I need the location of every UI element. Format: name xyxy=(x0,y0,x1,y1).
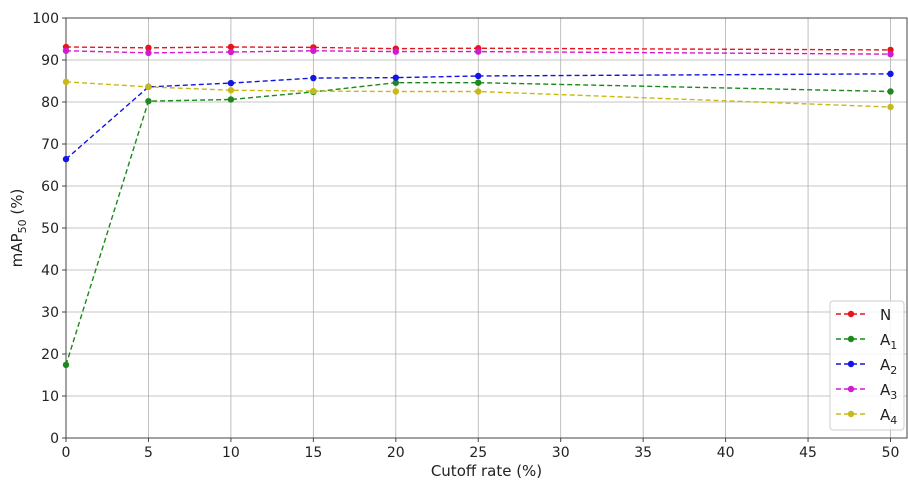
grid xyxy=(65,17,907,439)
legend-label: A2 xyxy=(880,356,897,377)
data-point xyxy=(887,50,894,58)
y-tick-label: 100 xyxy=(32,11,59,27)
data-point xyxy=(475,48,482,55)
x-tick-label: 50 xyxy=(882,445,900,461)
series-group xyxy=(62,43,894,369)
data-point xyxy=(475,88,482,95)
legend-marker xyxy=(847,335,855,343)
data-point xyxy=(392,74,400,81)
legend-label: A1 xyxy=(880,331,897,352)
y-tick-label: 0 xyxy=(50,431,59,447)
legend-box xyxy=(829,300,905,431)
data-point xyxy=(310,47,317,54)
data-point xyxy=(227,48,235,56)
data-point xyxy=(475,79,482,86)
y-tick-label: 90 xyxy=(41,53,59,69)
x-tick-label: 30 xyxy=(552,445,570,461)
legend-label: A4 xyxy=(880,406,897,427)
data-point xyxy=(145,44,152,52)
data-point xyxy=(227,87,235,94)
data-point xyxy=(392,88,400,95)
series-A3 xyxy=(62,47,894,58)
data-point xyxy=(62,47,70,54)
data-point xyxy=(887,70,894,78)
data-point xyxy=(227,79,235,87)
data-point xyxy=(392,48,400,55)
y-tick-label: 50 xyxy=(41,221,59,237)
legend-item-A2: A2 xyxy=(836,356,897,377)
data-point xyxy=(475,72,482,80)
data-point xyxy=(145,97,152,105)
y-axis-label: mAP50 (%) xyxy=(8,189,29,268)
y-axis-ticks: 0 10 20 30 40 50 60 70 80 90 100 xyxy=(32,11,66,447)
legend-marker xyxy=(847,360,855,368)
data-point xyxy=(62,155,70,163)
x-tick-label: 25 xyxy=(469,445,487,461)
series-A4 xyxy=(62,78,894,111)
legend-item-A1: A1 xyxy=(836,331,897,352)
y-tick-label: 70 xyxy=(41,137,59,153)
x-tick-label: 20 xyxy=(387,445,405,461)
y-tick-label: 80 xyxy=(41,95,59,111)
legend-label: A3 xyxy=(880,381,897,402)
x-tick-label: 5 xyxy=(144,445,153,461)
legend-item-A4: A4 xyxy=(836,406,897,427)
x-tick-label: 45 xyxy=(799,445,817,461)
y-tick-label: 10 xyxy=(41,389,59,405)
data-point xyxy=(392,79,400,86)
data-point xyxy=(145,49,152,57)
data-point xyxy=(145,83,152,91)
data-point xyxy=(310,87,317,95)
data-point xyxy=(227,43,235,51)
y-tick-label: 20 xyxy=(41,347,59,363)
data-point xyxy=(62,361,70,369)
x-tick-label: 15 xyxy=(304,445,322,461)
legend-item-A3: A3 xyxy=(836,381,897,402)
data-point xyxy=(62,78,70,86)
legend-marker xyxy=(847,310,855,318)
data-point xyxy=(887,103,894,111)
legend-marker xyxy=(847,410,855,418)
legend: N A1 A2 A3 A4 xyxy=(829,300,905,431)
x-tick-label: 10 xyxy=(222,445,240,461)
legend-item-N: N xyxy=(836,306,891,324)
x-tick-label: 40 xyxy=(717,445,735,461)
y-tick-label: 60 xyxy=(41,179,59,195)
y-tick-label: 40 xyxy=(41,263,59,279)
x-tick-label: 35 xyxy=(634,445,652,461)
x-axis-ticks: 0 5 10 15 20 25 30 35 40 45 50 xyxy=(62,438,900,461)
data-point xyxy=(227,96,235,103)
x-tick-label: 0 xyxy=(62,445,71,461)
legend-marker xyxy=(847,385,855,393)
y-tick-label: 30 xyxy=(41,305,59,321)
x-axis-label: Cutoff rate (%) xyxy=(431,462,542,480)
data-point xyxy=(310,74,317,82)
legend-label: N xyxy=(880,306,891,324)
data-point xyxy=(887,88,894,95)
